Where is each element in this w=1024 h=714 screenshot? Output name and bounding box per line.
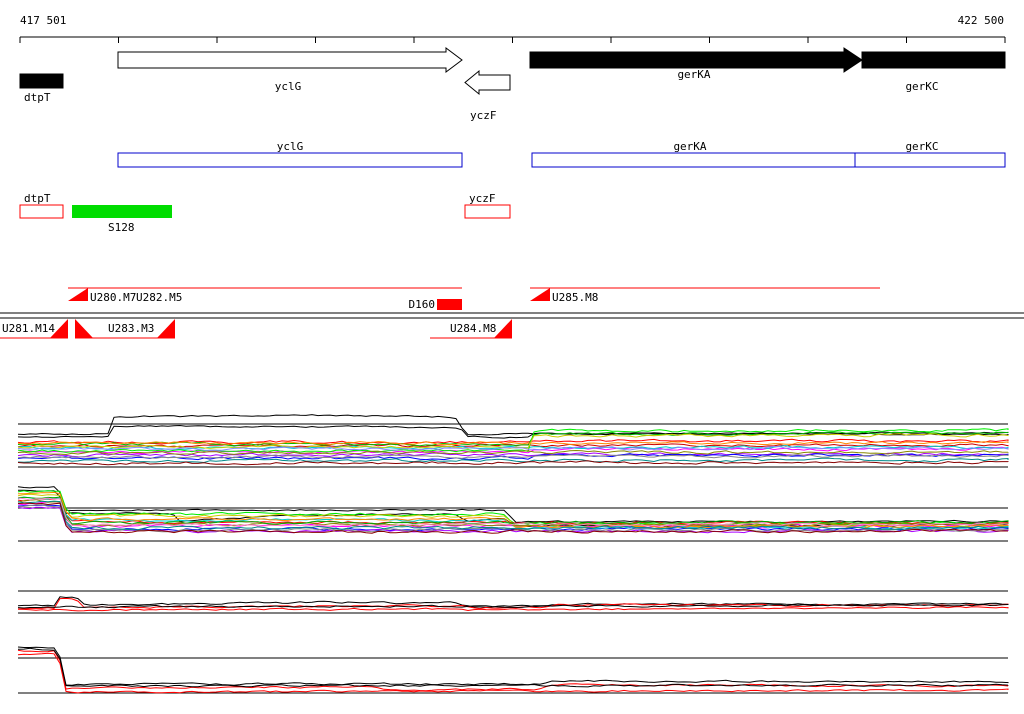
D160-box[interactable] [437, 299, 462, 310]
ruler-end-label: 422 500 [958, 14, 1004, 27]
flag-U283a[interactable] [75, 319, 93, 338]
expression-trace [17, 438, 1009, 445]
expression-trace [17, 603, 1009, 609]
gene-label-yclG[interactable]: yclG [275, 80, 302, 93]
cds-label-gerKC[interactable]: gerKC [905, 140, 938, 153]
expression-trace [17, 596, 1009, 608]
expression-trace [17, 445, 1009, 451]
expression-trace [17, 457, 1009, 464]
flag-U285[interactable] [530, 288, 550, 301]
expression-trace [17, 499, 1009, 527]
gene-yclG[interactable] [117, 47, 463, 73]
gene-gerKA[interactable] [529, 47, 863, 73]
expression-trace [17, 502, 1009, 534]
marker-label-U283.M3[interactable]: U283.M3 [108, 322, 154, 335]
gene-dtpT[interactable] [19, 73, 64, 89]
expression-trace [17, 652, 1009, 694]
expression-trace [17, 497, 1009, 527]
feature-label-dtpT[interactable]: dtpT [24, 192, 51, 205]
flag-U280[interactable] [68, 288, 88, 301]
expression-trace [17, 424, 1009, 439]
expression-trace [17, 486, 1009, 524]
marker-label-U280.M7[interactable]: U280.M7 [90, 291, 136, 304]
expression-panel-1 [17, 414, 1009, 468]
ruler-track: 417 501 422 500 [19, 14, 1006, 43]
feature-box-S128[interactable] [72, 205, 172, 218]
marker-label-U284.M8[interactable]: U284.M8 [450, 322, 496, 335]
gene-track: dtpT yclG yczF gerKA gerKC [19, 47, 1006, 122]
ruler-start-label: 417 501 [20, 14, 66, 27]
flag-U281[interactable] [50, 319, 68, 338]
gene-yczF[interactable] [464, 69, 511, 96]
expression-trace [17, 646, 1009, 686]
feature-track: dtpT S128 yczF [19, 192, 511, 234]
gene-label-dtpT[interactable]: dtpT [24, 91, 51, 104]
expression-trace [17, 647, 1009, 688]
gene-label-gerKA[interactable]: gerKA [677, 68, 710, 81]
expression-panel-2 [17, 486, 1009, 542]
expression-trace [17, 649, 1009, 692]
marker-label-D160[interactable]: D160 [409, 298, 436, 311]
marker-label-U281.M14[interactable]: U281.M14 [2, 322, 55, 335]
flag-U283b[interactable] [157, 319, 175, 338]
cds-box-gerKA-gerKC[interactable] [531, 152, 1006, 168]
expression-trace [17, 440, 1009, 446]
expression-trace [17, 433, 1009, 449]
feature-label-yczF[interactable]: yczF [469, 192, 496, 205]
cds-box-yclG[interactable] [117, 152, 463, 168]
cds-track: yclG gerKA gerKC [117, 140, 1006, 168]
gene-label-gerKC[interactable]: gerKC [905, 80, 938, 93]
expression-trace [17, 606, 1009, 612]
expression-panel-3 [17, 590, 1009, 614]
feature-box-yczF[interactable] [464, 204, 511, 219]
cds-label-gerKA[interactable]: gerKA [673, 140, 706, 153]
cds-label-yclG[interactable]: yclG [277, 140, 304, 153]
marker-track: U280.M7 U282.M5 D160 U285.M8 U281.M14 U283.M3… [0, 287, 1024, 339]
marker-label-U285.M8[interactable]: U285.M8 [552, 291, 598, 304]
gene-label-yczF[interactable]: yczF [470, 109, 497, 122]
expression-trace [17, 449, 1009, 456]
feature-box-dtpT[interactable] [19, 204, 64, 219]
expression-trace [17, 453, 1009, 461]
marker-label-U282.M5[interactable]: U282.M5 [136, 291, 182, 304]
expression-trace [17, 500, 1009, 531]
expression-trace [17, 491, 1009, 529]
feature-label-S128[interactable]: S128 [108, 221, 135, 234]
flag-U284[interactable] [494, 319, 512, 338]
gene-gerKC[interactable] [861, 51, 1006, 69]
expression-trace [17, 454, 1009, 459]
expression-trace [17, 496, 1009, 525]
expression-panel-4 [17, 646, 1009, 694]
expression-trace [17, 460, 1009, 466]
expression-trace [17, 428, 1009, 453]
expression-charts [17, 414, 1009, 694]
